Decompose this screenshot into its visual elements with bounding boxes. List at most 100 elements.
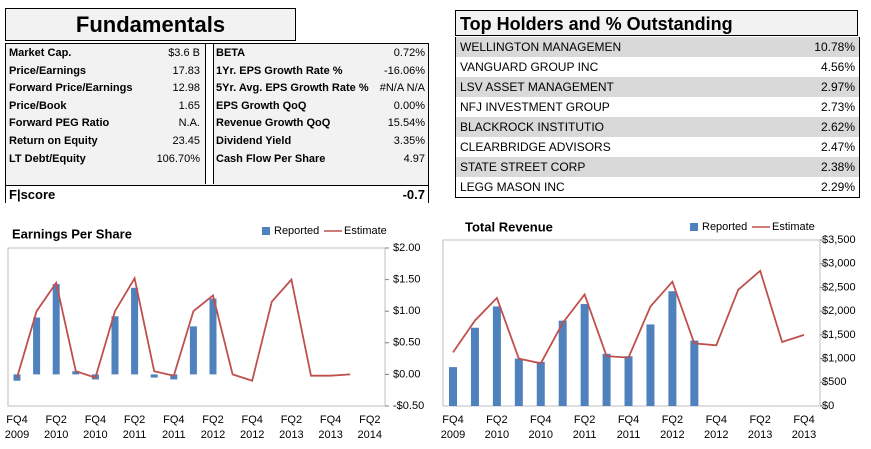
bar xyxy=(209,298,217,375)
holder-pct: 4.56% xyxy=(820,60,855,74)
x-tick-label: FQ4 2011 xyxy=(617,414,641,441)
fundamentals-cell: BETA xyxy=(216,47,246,59)
fundamentals-cell: 0.72% xyxy=(393,47,425,59)
fundamentals-row: LT Debt/Equity 106.70% Cash Flow Per Share… xyxy=(6,151,428,168)
legend-label: Estimate xyxy=(344,225,387,237)
y-tick-label: $0.50 xyxy=(393,337,421,349)
holder-name: CLEARBRIDGE ADVISORS xyxy=(460,140,611,154)
fundamentals-cell: Dividend Yield xyxy=(216,135,292,147)
y-tick-label: $1,500 xyxy=(822,329,856,341)
legend-label: Estimate xyxy=(772,221,815,233)
fundamentals-cell: 15.54% xyxy=(387,117,425,130)
bar xyxy=(449,367,457,406)
y-tick-label: $3,500 xyxy=(822,234,856,246)
bar xyxy=(602,353,611,406)
x-tick-label: FQ4 2011 xyxy=(162,414,186,441)
bar xyxy=(33,317,41,375)
plot-frame xyxy=(7,247,386,407)
x-tick-label: FQ2 2013 xyxy=(748,414,772,441)
x-tick-label: FQ4 2012 xyxy=(240,414,264,441)
holders-row: WELLINGTON MANAGEMEN 10.78% xyxy=(456,37,859,57)
holder-name: NFJ INVESTMENT GROUP xyxy=(460,100,610,114)
y-tick-label: $0 xyxy=(822,400,834,412)
chart-title: Total Revenue xyxy=(465,219,553,234)
fscore-value: -0.7 xyxy=(402,187,425,202)
fundamentals-row: Price/Book 1.65 EPS Growth QoQ 0.00% xyxy=(6,98,428,115)
fundamentals-row: Price/Earnings 17.83 1Yr. EPS Growth Rate … xyxy=(6,63,428,80)
fundamentals-cell: Forward PEG Ratio xyxy=(9,117,110,130)
fundamentals-cell: Cash Flow Per Share xyxy=(216,152,326,165)
y-tick-label: -$0.50 xyxy=(393,400,424,412)
bar xyxy=(690,340,699,406)
bar xyxy=(668,291,677,406)
holders-title: Top Holders and % Outstanding xyxy=(455,10,858,36)
holder-name: LEGG MASON INC xyxy=(460,180,565,194)
x-tick-label: FQ4 2012 xyxy=(704,414,728,441)
bar xyxy=(646,324,655,406)
line xyxy=(16,275,351,382)
bar xyxy=(492,306,501,406)
holder-pct: 2.47% xyxy=(820,140,855,154)
bar xyxy=(52,284,60,375)
holder-name: VANGUARD GROUP INC xyxy=(460,60,599,74)
bar xyxy=(558,320,567,406)
holders-row: VANGUARD GROUP INC 4.56% xyxy=(456,57,859,77)
holders-row: NFJ INVESTMENT GROUP 2.73% xyxy=(456,97,859,117)
chart-title: Earnings Per Share xyxy=(12,226,132,241)
bar xyxy=(536,361,545,406)
x-tick-label: FQ4 2013 xyxy=(792,414,816,441)
bar xyxy=(189,326,197,375)
holder-pct: 2.38% xyxy=(820,160,855,174)
x-tick-label: FQ2 2011 xyxy=(123,414,147,441)
fundamentals-cell: 23.45 xyxy=(172,135,200,147)
fundamentals-cell: 4.97 xyxy=(403,152,425,165)
y-tick-label: $2,500 xyxy=(822,281,856,293)
x-tick-label: FQ2 2010 xyxy=(44,414,68,441)
y-tick-label: $2.00 xyxy=(393,242,421,254)
y-tick-label: $1,000 xyxy=(822,352,856,364)
separator xyxy=(205,44,214,184)
fundamentals-cell: Market Cap. xyxy=(9,47,72,59)
fundamentals-cell: 17.83 xyxy=(172,64,200,77)
bar xyxy=(514,358,523,406)
bar xyxy=(470,327,479,406)
fundamentals-cell: 5Yr. Avg. EPS Growth Rate % xyxy=(216,82,369,95)
fundamentals-row: Market Cap. $3.6 B BETA 0.72% xyxy=(6,45,428,62)
holder-name: STATE STREET CORP xyxy=(460,160,586,174)
holder-pct: 2.29% xyxy=(820,180,855,194)
legend-swatch xyxy=(262,227,270,235)
fundamentals-row: Return on Equity 23.45 Dividend Yield 3.35% xyxy=(6,133,428,150)
legend-label: Reported xyxy=(702,221,747,233)
bar xyxy=(131,287,139,375)
holder-name: LSV ASSET MANAGEMENT xyxy=(460,80,614,94)
y-tick-label: $0.00 xyxy=(393,368,421,380)
holder-pct: 2.97% xyxy=(820,80,855,94)
holders-table: WELLINGTON MANAGEMEN 10.78% VANGUARD GROUP… xyxy=(455,37,860,198)
y-tick-label: $500 xyxy=(822,376,846,388)
fscore-label: F|score xyxy=(9,187,56,202)
holder-pct: 2.73% xyxy=(820,100,855,114)
holders-row: BLACKROCK INSTITUTIO 2.62% xyxy=(456,117,859,137)
fundamentals-cell: 106.70% xyxy=(156,152,200,165)
x-tick-label: FQ2 2011 xyxy=(573,414,597,441)
bar xyxy=(170,374,178,380)
holders-row: LEGG MASON INC 2.29% xyxy=(456,177,859,197)
fundamentals-title: Fundamentals xyxy=(5,8,296,41)
y-tick-label: $1.00 xyxy=(393,305,421,317)
fundamentals-cell: 3.35% xyxy=(393,135,425,147)
line xyxy=(452,269,805,365)
x-tick-label: FQ4 2010 xyxy=(529,414,553,441)
holders-row: STATE STREET CORP 2.38% xyxy=(456,157,859,177)
fundamentals-row: Forward Price/Earnings 12.98 5Yr. Avg. EPS… xyxy=(6,80,428,97)
bar xyxy=(72,371,80,375)
holders-row: CLEARBRIDGE ADVISORS 2.47% xyxy=(456,137,859,157)
x-tick-label: FQ4 2010 xyxy=(83,414,107,441)
x-tick-label: FQ2 2012 xyxy=(660,414,684,441)
legend-swatch xyxy=(690,223,698,231)
fundamentals-cell: Price/Book xyxy=(9,99,67,112)
fundamentals-row: Forward PEG Ratio N.A. Revenue Growth QoQ 1… xyxy=(6,115,428,132)
fundamentals-cell: EPS Growth QoQ xyxy=(216,99,307,112)
fundamentals-table: F|score -0.7 Market Cap. $3.6 B BETA 0.72% P… xyxy=(5,43,429,203)
y-tick-label: $2,000 xyxy=(822,305,856,317)
y-tick-label: $3,000 xyxy=(822,258,856,270)
